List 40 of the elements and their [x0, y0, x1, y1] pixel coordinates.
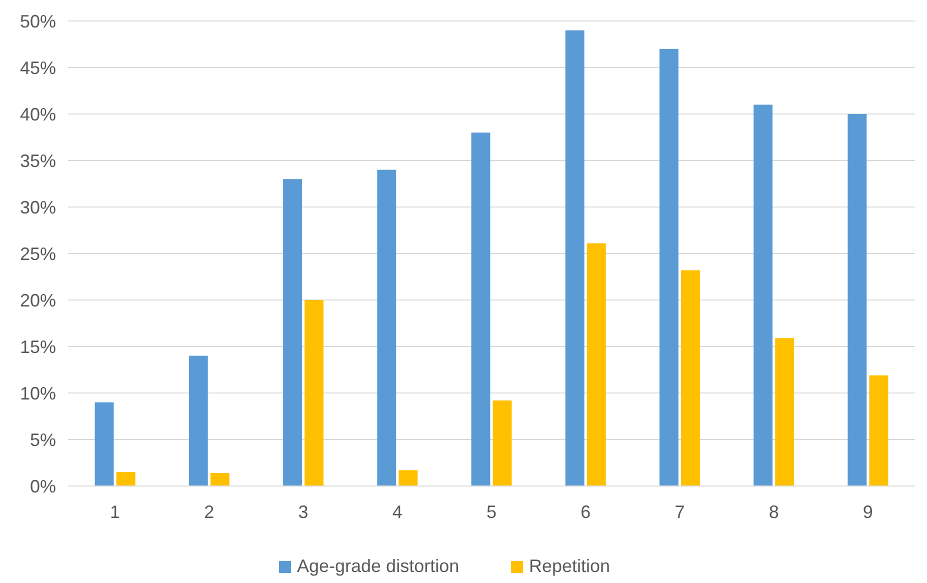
bar — [754, 104, 773, 486]
bar — [565, 30, 584, 486]
bar — [586, 243, 606, 486]
bar — [377, 170, 396, 486]
bar — [659, 48, 678, 486]
x-tick-label: 5 — [486, 502, 497, 522]
bar — [188, 356, 208, 486]
y-tick-label: 10% — [20, 383, 56, 404]
y-tick-label: 30% — [20, 197, 56, 218]
x-tick-label: 1 — [110, 502, 120, 522]
bar — [94, 402, 114, 486]
y-tick-label: 45% — [20, 58, 56, 78]
bar — [471, 132, 490, 486]
bar — [116, 472, 136, 486]
x-tick-label: 8 — [768, 502, 779, 522]
x-tick-label: 2 — [204, 502, 214, 522]
bar — [492, 400, 512, 486]
bar — [869, 375, 888, 486]
y-tick-label: 15% — [20, 336, 56, 357]
x-tick-label: 4 — [392, 502, 402, 522]
x-tick-label: 3 — [298, 502, 308, 522]
bar — [398, 470, 418, 486]
y-tick-label: 50% — [20, 11, 56, 32]
x-tick-label: 9 — [862, 502, 873, 522]
y-tick-label: 0% — [30, 476, 56, 496]
bar — [848, 114, 867, 486]
x-tick-label: 7 — [674, 502, 685, 522]
legend-label: Repetition — [529, 556, 610, 576]
bar — [304, 300, 324, 486]
y-tick-label: 25% — [20, 244, 56, 264]
bar — [775, 338, 794, 486]
bar — [681, 270, 700, 486]
y-tick-label: 35% — [20, 150, 56, 171]
x-tick-label: 6 — [580, 502, 591, 522]
bar — [283, 179, 302, 486]
y-tick-label: 40% — [20, 104, 56, 124]
y-tick-label: 5% — [30, 430, 56, 450]
y-tick-label: 20% — [20, 290, 56, 310]
legend-label: Age-grade distortion — [297, 556, 460, 576]
bar — [210, 472, 230, 486]
